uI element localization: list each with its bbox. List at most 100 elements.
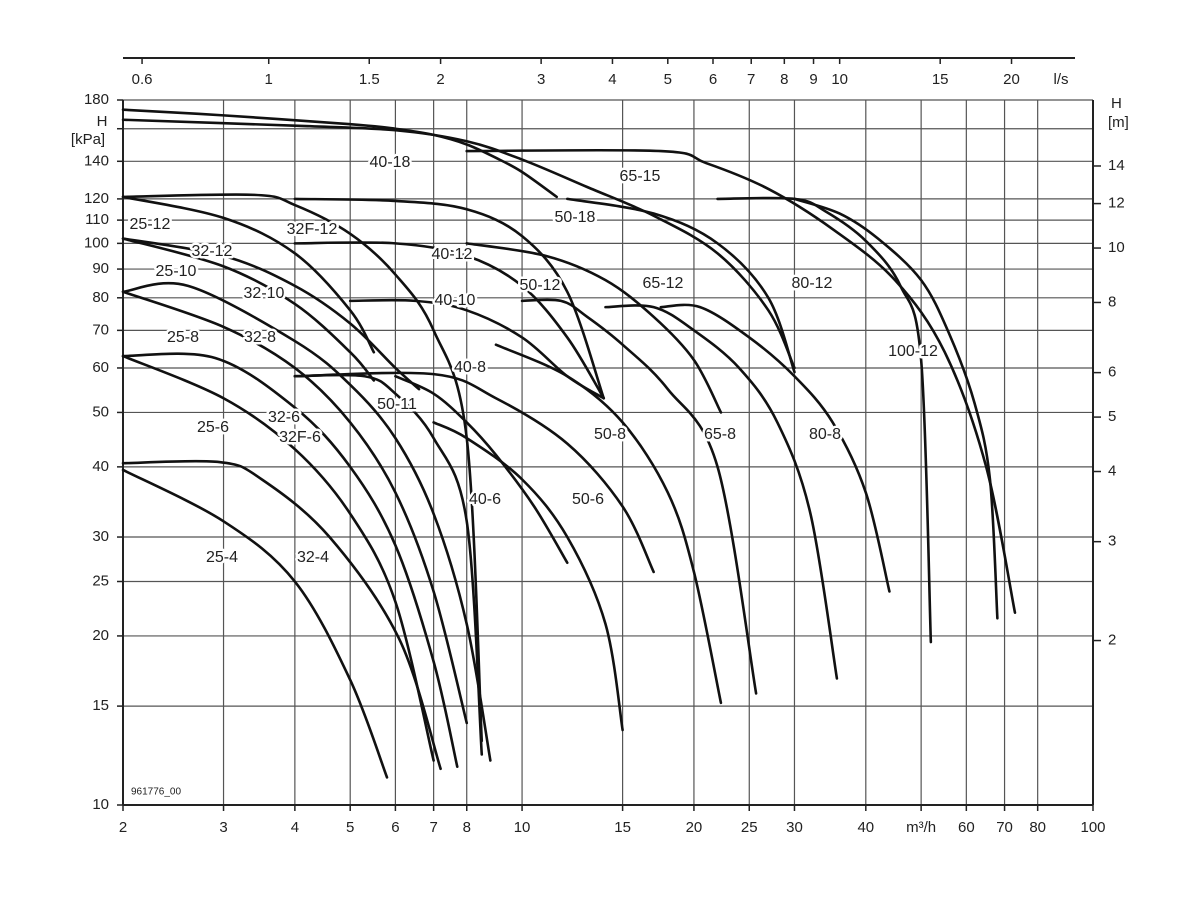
y-tick-label: 120 — [84, 190, 109, 207]
x2-axis-unit: l/s — [1054, 71, 1069, 88]
curve-label: 50-18 — [555, 209, 596, 226]
y-tick-label: 40 — [92, 458, 109, 475]
pump-curve — [121, 195, 376, 354]
x2-tick-label: 7 — [747, 71, 755, 88]
curve-label: 40-18 — [370, 154, 411, 171]
y-axis-label: H — [97, 113, 108, 130]
pump-curve — [121, 354, 435, 762]
curve-label: 25-6 — [197, 419, 229, 436]
x2-tick-label: 5 — [664, 71, 672, 88]
curve-label: 80-8 — [809, 426, 841, 443]
pump-curve — [494, 343, 723, 705]
curve-label: 32F-6 — [279, 429, 321, 446]
drawing-number: 961776_00 — [131, 787, 181, 798]
curve-label: 32-6 — [268, 409, 300, 426]
x-tick-label: m³/h — [906, 819, 936, 836]
pump-curve — [659, 303, 891, 593]
x2-tick-label: 8 — [780, 71, 788, 88]
x-tick-label: 60 — [958, 819, 975, 836]
y-tick-label: 15 — [92, 697, 109, 714]
x-tick-label: 30 — [786, 819, 803, 836]
curve-label: 25-10 — [156, 263, 197, 280]
y-tick-label: 25 — [92, 572, 109, 589]
y2-tick-label: 6 — [1108, 364, 1116, 381]
pump-curve — [121, 237, 376, 382]
curve-label: 40-8 — [454, 359, 486, 376]
pump-curve — [121, 459, 442, 771]
x2-tick-label: 6 — [709, 71, 717, 88]
y-tick-label: 140 — [84, 152, 109, 169]
pump-curve — [293, 371, 655, 574]
x-tick-label: 3 — [219, 819, 227, 836]
pump-curve — [121, 352, 459, 769]
x2-tick-label: 1.5 — [359, 71, 380, 88]
x-tick-label: 40 — [857, 819, 874, 836]
pump-curve — [394, 374, 569, 565]
curve-label: 40-6 — [469, 491, 501, 508]
curve-label: 32-8 — [244, 329, 276, 346]
y2-tick-label: 5 — [1108, 408, 1116, 425]
labels: 25-4 32-4 25-6 32-6 32F-6 25-8 32-8 25-10 32-10 2… — [127, 152, 940, 569]
y-tick-label: 180 — [84, 91, 109, 108]
x2-tick-label: 0.6 — [132, 71, 153, 88]
y-tick-label: 100 — [84, 234, 109, 251]
curve-label: 32-4 — [297, 549, 329, 566]
y2-tick-label: 2 — [1108, 632, 1116, 649]
y-axis-unit: [kPa] — [71, 131, 105, 148]
curve-label: 50-8 — [594, 426, 626, 443]
curve-label: 40-12 — [432, 246, 473, 263]
x-tick-label: 6 — [391, 819, 399, 836]
x-tick-label: 70 — [996, 819, 1013, 836]
curve-label: 50-6 — [572, 491, 604, 508]
pump-curve — [121, 237, 421, 391]
pump-curve — [793, 197, 999, 620]
curve-label: 25-8 — [167, 329, 199, 346]
y2-tick-label: 12 — [1108, 195, 1125, 212]
x2-tick-label: 2 — [436, 71, 444, 88]
x2-tick-label: 4 — [608, 71, 616, 88]
pump-curve — [293, 241, 606, 400]
curve-label: 65-12 — [643, 275, 684, 292]
y2-tick-label: 4 — [1108, 462, 1116, 479]
pump-curve — [121, 281, 492, 762]
pump-curve — [520, 298, 758, 695]
y2-axis-label: H — [1111, 95, 1122, 112]
y-tick-label: 70 — [92, 321, 109, 338]
y-tick-label: 60 — [92, 359, 109, 376]
y2-tick-label: 14 — [1108, 157, 1125, 174]
x-tick-label: 100 — [1080, 819, 1105, 836]
y-tick-label: 50 — [92, 403, 109, 420]
curve-label: 32-10 — [244, 285, 285, 302]
curve-label: 100-12 — [888, 343, 938, 360]
curve-label: 50-12 — [520, 277, 561, 294]
curve-label: 32-12 — [192, 243, 233, 260]
pump-curve — [465, 242, 723, 414]
y2-tick-label: 10 — [1108, 239, 1125, 256]
x2-tick-label: 1 — [265, 71, 273, 88]
x2-tick-label: 3 — [537, 71, 545, 88]
curve-label: 65-15 — [620, 168, 661, 185]
x-tick-label: 4 — [291, 819, 299, 836]
y2-tick-label: 8 — [1108, 293, 1116, 310]
y-tick-label: 90 — [92, 260, 109, 277]
y-tick-label: 80 — [92, 289, 109, 306]
pump-curve — [121, 468, 389, 779]
curve-label: 25-12 — [130, 216, 171, 233]
pump-curve — [465, 148, 1017, 614]
pump-curve — [121, 118, 796, 370]
curves — [121, 108, 1017, 779]
y2-axis-unit: [m] — [1108, 114, 1129, 131]
x-tick-label: 2 — [119, 819, 127, 836]
x-tick-label: 80 — [1029, 819, 1046, 836]
x-tick-label: 5 — [346, 819, 354, 836]
pump-curve — [604, 304, 839, 680]
pump-curve — [293, 197, 606, 400]
curve-label: 25-4 — [206, 549, 238, 566]
x-tick-label: 20 — [686, 819, 703, 836]
x2-tick-label: 20 — [1003, 71, 1020, 88]
pump-curve — [293, 373, 484, 756]
y-tick-label: 20 — [92, 627, 109, 644]
